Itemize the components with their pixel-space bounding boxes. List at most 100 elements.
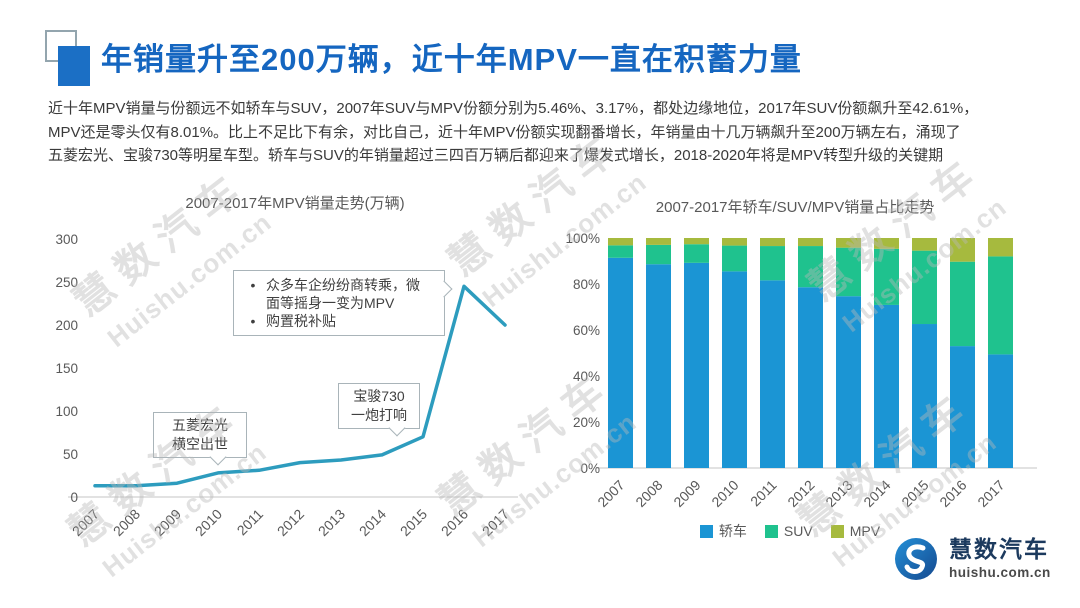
bar-segment-SUV xyxy=(988,256,1013,355)
line-chart-title: 2007-2017年MPV销量走势(万辆) xyxy=(185,195,405,212)
x-tick-label: 2009 xyxy=(151,506,184,539)
x-tick-label: 2010 xyxy=(192,506,225,539)
bar-chart-title: 2007-2017年轿车/SUV/MPV销量占比走势 xyxy=(655,199,935,216)
bar-segment-SUV xyxy=(836,247,861,297)
bar-segment-MPV xyxy=(798,238,823,247)
intro-line: 近十年MPV销量与份额远不如轿车与SUV，2007年SUV与MPV份额分别为5.… xyxy=(48,100,979,117)
intro-line: MPV还是零头仅有8.01%。比上不足比下有余，对比自己，近十年MPV份额实现翻… xyxy=(48,123,961,141)
y-tick-label: 300 xyxy=(55,232,78,247)
y-tick-label: 100 xyxy=(55,404,78,419)
y-tick-label: 150 xyxy=(55,361,78,376)
x-tick-label: 2015 xyxy=(898,477,931,510)
bar-segment-轿车 xyxy=(798,287,823,468)
legend-swatch-mpv xyxy=(830,524,844,538)
y-tick-label: 250 xyxy=(55,275,78,290)
bar-segment-MPV xyxy=(836,238,861,248)
y-tick-label: 0 xyxy=(70,490,78,505)
y-tick-label: 0% xyxy=(580,461,600,476)
bar-segment-MPV xyxy=(722,238,747,246)
bar-segment-SUV xyxy=(722,245,747,272)
bar-segment-轿车 xyxy=(988,354,1013,468)
bar-segment-轿车 xyxy=(646,264,671,468)
legend-item-sedan: 轿车 xyxy=(699,521,747,541)
annotation-wuling: 五菱宏光 横空出世 xyxy=(153,412,247,466)
bar-segment-轿车 xyxy=(608,257,633,468)
bar-segment-轿车 xyxy=(760,280,785,468)
page-title: 年销量升至200万辆，近十年MPV一直在积蓄力量 xyxy=(101,42,802,77)
legend-item-mpv: MPV xyxy=(830,523,881,539)
annotation-line: 宝骏730 xyxy=(353,388,405,404)
x-tick-label: 2009 xyxy=(670,477,703,510)
logo-name: 慧数汽车 xyxy=(949,536,1049,563)
annotation-bullet-text: 众多车企纷纷商转乘，微面等摇身一变为MPV xyxy=(266,277,420,311)
y-tick-label: 80% xyxy=(573,277,600,292)
x-tick-label: 2017 xyxy=(974,477,1007,510)
bar-segment-MPV xyxy=(684,238,709,245)
bar-segment-轿车 xyxy=(874,304,899,468)
huishu-logo-icon xyxy=(895,538,937,580)
bar-segment-MPV xyxy=(874,238,899,249)
logo-url: huishu.com.cn xyxy=(949,564,1051,580)
bar-segment-轿车 xyxy=(912,324,937,468)
annotation-line: 横空出世 xyxy=(172,436,228,452)
legend-swatch-suv xyxy=(764,524,778,538)
legend-label: 轿车 xyxy=(718,523,747,539)
bar-segment-轿车 xyxy=(722,271,747,468)
y-tick-label: 20% xyxy=(573,415,600,430)
bar-segment-轿车 xyxy=(836,296,861,468)
x-tick-label: 2008 xyxy=(110,506,143,539)
bar-segment-MPV xyxy=(988,238,1013,257)
share-stacked-bar-chart: 0%20%40%60%80%100%2007 2008 2009 2010 2011 20… xyxy=(565,231,1037,510)
x-tick-label: 2017 xyxy=(479,506,512,539)
y-tick-label: 100% xyxy=(565,231,600,246)
bar-segment-SUV xyxy=(950,261,975,347)
x-tick-label: 2007 xyxy=(594,477,627,510)
bar-segment-MPV xyxy=(646,238,671,245)
mpv-sales-trend-line xyxy=(93,284,507,488)
y-tick-label: 40% xyxy=(573,369,600,384)
x-tick-label: 2015 xyxy=(397,506,430,539)
annotation-line: 五菱宏光 xyxy=(172,417,228,433)
bar-segment-轿车 xyxy=(950,346,975,468)
legend-label: MPV xyxy=(849,523,881,539)
bar-segment-MPV xyxy=(608,238,633,246)
x-tick-label: 2014 xyxy=(860,477,893,510)
bar-segment-MPV xyxy=(760,238,785,247)
title-square-solid-icon xyxy=(58,46,90,86)
bar-segment-SUV xyxy=(684,244,709,263)
annotation-baojun730: 宝骏730 一炮打响 xyxy=(338,383,420,437)
bar-segment-SUV xyxy=(760,246,785,281)
x-tick-label: 2011 xyxy=(234,506,267,539)
annotation-peak: 众多车企纷纷商转乘，微面等摇身一变为MPV 购置税补贴 xyxy=(233,270,453,336)
x-tick-label: 2010 xyxy=(708,477,741,510)
y-tick-label: 200 xyxy=(55,318,78,333)
x-tick-label: 2013 xyxy=(822,477,855,510)
x-tick-label: 2016 xyxy=(438,506,471,539)
bar-segment-SUV xyxy=(874,248,899,305)
bar-segment-SUV xyxy=(646,244,671,265)
x-tick-label: 2011 xyxy=(747,477,780,510)
legend-swatch-sedan xyxy=(699,524,713,538)
bar-segment-轿车 xyxy=(684,262,709,468)
intro-line: 五菱宏光、宝骏730等明星车型。轿车与SUV的年销量超过三四百万辆后都迎来了爆发… xyxy=(48,147,944,164)
bar-segment-SUV xyxy=(798,246,823,288)
annotation-bullet-text: 购置税补贴 xyxy=(266,313,336,329)
x-tick-label: 2016 xyxy=(936,477,969,510)
bar-segment-SUV xyxy=(912,250,937,325)
x-tick-label: 2012 xyxy=(784,477,817,510)
x-tick-label: 2014 xyxy=(356,506,389,539)
intro-paragraph: 近十年MPV销量与份额远不如轿车与SUV，2007年SUV与MPV份额分别为5.… xyxy=(48,97,978,168)
x-tick-label: 2012 xyxy=(274,506,307,539)
annotation-line: 一炮打响 xyxy=(351,407,407,423)
x-tick-label: 2013 xyxy=(315,506,348,539)
x-tick-label: 2008 xyxy=(632,477,665,510)
legend-label: SUV xyxy=(783,523,813,539)
bar-segment-SUV xyxy=(608,245,633,258)
bar-segment-MPV xyxy=(950,238,975,262)
bar-chart-legend: 轿车 SUV MPV xyxy=(550,521,1030,541)
y-tick-label: 50 xyxy=(63,447,78,462)
legend-item-suv: SUV xyxy=(764,523,813,539)
y-tick-label: 60% xyxy=(573,323,600,338)
bar-segment-MPV xyxy=(912,238,937,251)
